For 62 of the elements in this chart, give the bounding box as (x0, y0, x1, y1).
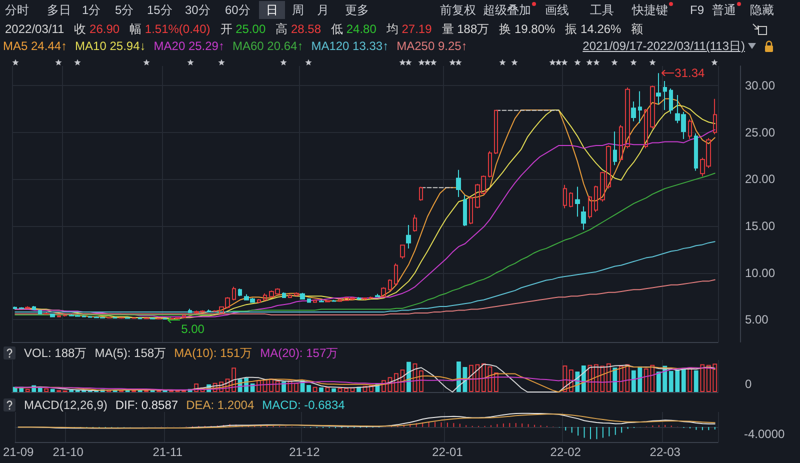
text: 5分 (115, 3, 134, 17)
x-tick-label: 21-10 (52, 445, 84, 459)
text: 收 26.90 (74, 22, 120, 36)
text: 前复权 (440, 3, 476, 17)
text: 开 25.00 (220, 22, 266, 36)
text: 额 (631, 22, 644, 36)
series-label: MACD: -0.6834 (262, 398, 345, 412)
text: 幅 1.51%(0.40) (130, 22, 210, 36)
annotation: 5.00 (181, 322, 204, 336)
x-tick-label: 22-03 (650, 445, 681, 459)
x-tick-label: 22-01 (432, 445, 464, 459)
chart-title: VOL: 188万 (24, 346, 87, 360)
text: 日 (259, 1, 285, 19)
x-tick-label: 21-11 (152, 445, 183, 459)
text: 月 (317, 3, 329, 17)
chart-subtitle: 2021/09/17-2022/03/11(113日) (582, 39, 745, 53)
text: 低 24.80 (331, 22, 376, 36)
series-label: MA(20): 157万 (260, 346, 338, 360)
text: 振 14.26% (565, 22, 622, 36)
text: -4.0000 (744, 427, 785, 441)
x-tick-label: 21-09 (2, 445, 34, 459)
y-tick-label: 15.00 (745, 218, 776, 233)
text: 2022/03/11 (5, 22, 64, 36)
text: MA250 9.25↑ (396, 39, 468, 53)
text: MA5 24.44↑ (3, 39, 68, 53)
text: 30分 (185, 3, 210, 17)
chart-title: MACD(12,26,9) (24, 398, 108, 412)
text: 画线 (545, 3, 569, 17)
text: 60分 (225, 3, 250, 17)
text: 1分 (82, 3, 101, 17)
text: 超级叠加 (483, 3, 531, 17)
text: MA(5): 158万 (94, 346, 166, 360)
series-label: DIF: 0.8587 (115, 398, 178, 412)
text: 隐藏 (750, 3, 774, 17)
text: 普通 (712, 3, 736, 17)
y-tick-label: 10.00 (745, 266, 776, 280)
text: 量 188万 (442, 22, 490, 36)
text: MA60 20.64↑ (232, 39, 304, 53)
series-label: DEA: 1.2004 (186, 398, 254, 412)
y-tick-label: 25.00 (745, 125, 776, 140)
text: MA120 13.33↑ (311, 39, 389, 53)
text: 周 (292, 3, 304, 17)
text: 0 (745, 377, 752, 391)
text: 15分 (147, 3, 172, 17)
text: 分时 (5, 3, 29, 17)
text: 多日 (47, 3, 71, 17)
x-tick-label: 21-12 (289, 445, 320, 459)
text: 高 28.58 (276, 22, 322, 36)
text: 工具 (590, 3, 614, 17)
y-tick-label: 20.00 (745, 172, 776, 186)
text: MA10 25.94↓ (75, 39, 146, 53)
text: 更多 (345, 3, 369, 17)
text: 均 27.19 (386, 22, 432, 36)
x-tick-label: 22-02 (550, 445, 582, 459)
text: 快捷键 (632, 3, 668, 17)
text: F9 (690, 3, 704, 17)
text: MA20 25.29↑ (154, 39, 224, 53)
y-tick-label: 5.00 (745, 312, 769, 327)
y-tick-label: 30.00 (745, 78, 776, 93)
text: 换 19.80% (499, 22, 556, 36)
annotation: 31.34 (674, 66, 705, 80)
series-label: MA(10): 151万 (174, 346, 252, 360)
